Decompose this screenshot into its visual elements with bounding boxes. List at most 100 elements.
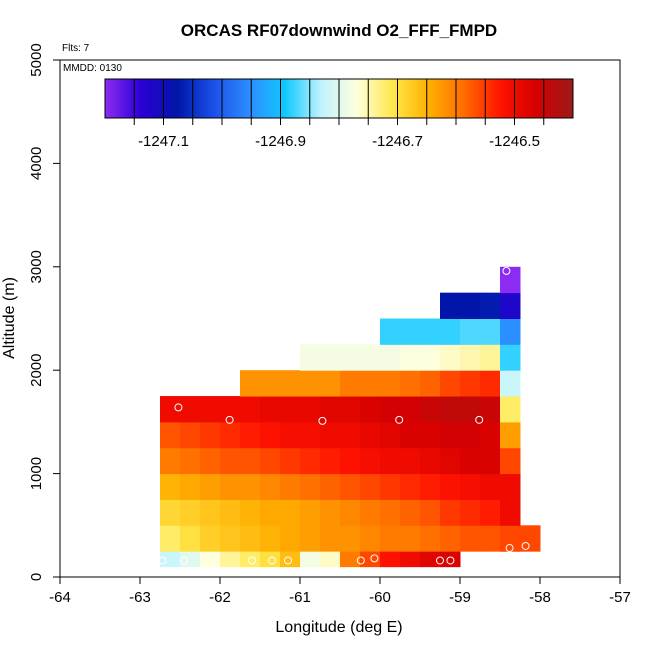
heatmap-cell (300, 551, 321, 568)
heatmap-cell (380, 396, 401, 423)
colorbar-tick-label: -1246.9 (255, 133, 306, 150)
heatmap-cell (300, 421, 321, 449)
heatmap-cell (360, 344, 381, 371)
heatmap-cell (480, 525, 501, 552)
heatmap-cell (440, 473, 461, 500)
sample-marker (446, 556, 455, 565)
heatmap-cell (480, 318, 501, 345)
heatmap-cell (440, 370, 461, 397)
heatmap-cell (180, 421, 201, 449)
heatmap-cell (280, 370, 301, 397)
heatmap-cell (440, 447, 461, 475)
heatmap-cell (400, 396, 421, 423)
heatmap-cell (380, 551, 401, 568)
heatmap-cell (180, 499, 201, 526)
heatmap-cell (480, 396, 501, 423)
heatmap-cell (260, 551, 281, 568)
flights-note: Flts: 7 (62, 43, 90, 54)
heatmap-cell (360, 499, 381, 526)
heatmap-cell (460, 396, 481, 423)
heatmap-cell (340, 370, 361, 397)
heatmap-cell (260, 499, 281, 526)
x-tick-label: -62 (209, 589, 231, 606)
heatmap-cell (400, 318, 421, 345)
heatmap-cell (220, 551, 241, 568)
heatmap-cell (280, 396, 301, 423)
heatmap-cell (340, 525, 361, 552)
sample-marker (521, 541, 530, 550)
heatmap-cell (440, 318, 461, 345)
axes: -64 -63 -62 -61 -60 -59 -58 -57 0 1000 2000 3000 400… (28, 43, 631, 606)
heatmap-cell (360, 473, 381, 500)
heatmap-cell (440, 292, 461, 319)
x-tick-label: -58 (529, 589, 551, 606)
y-tick-label: 3000 (28, 250, 45, 283)
heatmap-cell (420, 396, 441, 423)
heatmap-cell (460, 292, 481, 319)
heatmap-cell (440, 525, 461, 552)
heatmap-cell (400, 447, 421, 475)
sample-marker (318, 416, 327, 425)
heatmap-cell (160, 499, 181, 526)
heatmap-cell (360, 525, 381, 552)
heatmap-cell (340, 396, 361, 423)
heatmap-cell (360, 421, 381, 449)
sample-marker (502, 266, 511, 275)
heatmap-cell (380, 473, 401, 500)
heatmap-cell (280, 473, 301, 500)
heatmap-cell (500, 525, 521, 552)
heatmap-cell (320, 473, 341, 500)
chart-title: ORCAS RF07downwind O2_FFF_FMPD (181, 21, 497, 40)
colorbar-tick-label: -1247.1 (138, 133, 189, 150)
heatmap-cell (320, 447, 341, 475)
x-tick-label: -64 (49, 589, 71, 606)
heatmap-cell (160, 421, 181, 449)
heatmap-cell (180, 551, 201, 568)
heatmap-cell (300, 370, 321, 397)
heatmap-cell (460, 318, 481, 345)
sample-marker (174, 403, 183, 412)
heatmap-cell (300, 344, 321, 371)
heatmap-cell (500, 266, 521, 294)
heatmap-cell (260, 473, 281, 500)
heatmap-cell (360, 396, 381, 423)
heatmap-cells (160, 266, 541, 568)
x-tick-label: -63 (129, 589, 151, 606)
heatmap-cell (440, 551, 461, 568)
heatmap-cell (380, 525, 401, 552)
heatmap-cell (300, 447, 321, 475)
x-axis-label: Longitude (deg E) (275, 619, 402, 636)
heatmap-cell (240, 499, 261, 526)
heatmap-cell (220, 473, 241, 500)
heatmap-cell (180, 473, 201, 500)
heatmap-cell (400, 551, 421, 568)
heatmap-cell (200, 473, 221, 500)
heatmap-cell (260, 421, 281, 449)
x-tick-label: -59 (449, 589, 471, 606)
heatmap-cell (420, 421, 441, 449)
heatmap-cell (200, 447, 221, 475)
heatmap-cell (240, 421, 261, 449)
heatmap-cell (160, 551, 181, 568)
heatmap-cell (200, 396, 221, 423)
y-tick-label: 4000 (28, 147, 45, 180)
heatmap-cell (340, 447, 361, 475)
heatmap-cell (220, 421, 241, 449)
heatmap-cell (380, 499, 401, 526)
heatmap-cell (500, 396, 521, 423)
y-tick-label: 2000 (28, 354, 45, 387)
heatmap-cell (220, 499, 241, 526)
colorbar-tick-label: -1246.5 (489, 133, 540, 150)
heatmap-cell (340, 551, 361, 568)
sample-marker (356, 556, 365, 565)
heatmap-cell (340, 421, 361, 449)
heatmap-cell (420, 370, 441, 397)
heatmap-cell (480, 447, 501, 475)
heatmap-cell (460, 473, 481, 500)
heatmap-cell (380, 318, 401, 345)
heatmap-cell (420, 473, 441, 500)
heatmap-cell (500, 370, 521, 397)
sample-marker (180, 556, 188, 565)
y-tick-label: 5000 (28, 43, 45, 76)
